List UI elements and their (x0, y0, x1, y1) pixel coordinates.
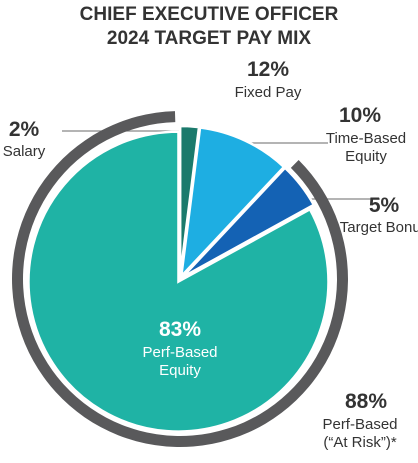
value-label: 5% (368, 194, 400, 217)
ring-value-label: 88% (344, 390, 388, 413)
ring-category-label: Fixed Pay (234, 84, 302, 101)
value-label: 83% (158, 318, 202, 341)
category-label: Perf-Based Equity (142, 344, 218, 379)
pie-slice (181, 166, 316, 279)
ring-value-label: 12% (246, 58, 290, 81)
value-label: 10% (338, 104, 382, 127)
value-label: 2% (8, 118, 40, 141)
pie-slice (27, 130, 330, 433)
ring-category-label: Perf-Based (“At Risk”)* (322, 416, 398, 451)
chart-title: 2024 TARGET PAY MIX (106, 28, 312, 49)
category-label: Time-Based Equity (325, 130, 407, 165)
pie-slice (179, 126, 286, 280)
chart-title: CHIEF EXECUTIVE OFFICER (79, 4, 339, 25)
category-label: Target Bonus (339, 219, 418, 236)
category-label: Salary (2, 143, 46, 160)
